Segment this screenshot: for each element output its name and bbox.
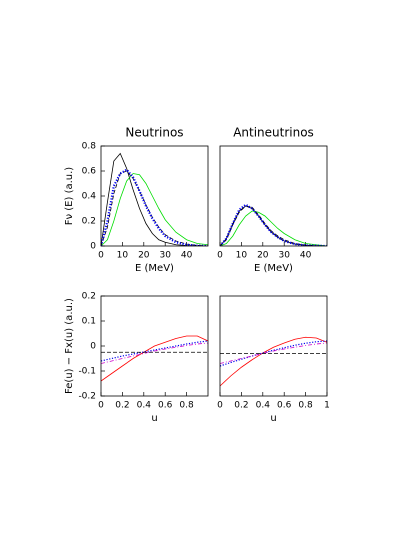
y-tick-label: -0.2	[78, 392, 96, 402]
x-tick-label: 0	[217, 401, 223, 411]
x-tick-label: 0.2	[234, 401, 248, 411]
x-tick-label: 0	[217, 251, 223, 261]
x-tick-label: 20	[257, 251, 269, 261]
x-tick-label: 0.6	[158, 401, 173, 411]
y-tick-label: 0.2	[82, 292, 96, 302]
y-tick-label: 0.2	[82, 217, 96, 227]
axes-frame	[219, 145, 328, 247]
data-line	[220, 210, 327, 246]
x-tick-label: 0.6	[277, 401, 292, 411]
x-tick-label: 40	[300, 251, 312, 261]
data-line	[101, 335, 208, 382]
x-tick-label: 1	[324, 401, 330, 411]
x-tick-label: 20	[138, 251, 150, 261]
x-axis-label: E (MeV)	[135, 263, 174, 274]
x-tick-label: 0	[98, 251, 104, 261]
y-axis-label: Fe(u) − Fx(u) (a.u.)	[64, 298, 75, 394]
panel-title: Antineutrinos	[233, 126, 314, 140]
data-line	[220, 342, 327, 364]
data-line	[220, 203, 327, 246]
axes-frame	[100, 295, 209, 397]
x-axis-label: u	[151, 413, 157, 424]
y-tick-label: -0.1	[78, 367, 96, 377]
axes-frame	[100, 145, 209, 247]
x-tick-label: 0.2	[115, 401, 129, 411]
x-tick-label: 30	[159, 251, 171, 261]
x-tick-label: 0.8	[179, 401, 194, 411]
data-line	[220, 336, 327, 387]
x-tick-label: 0	[98, 401, 104, 411]
y-tick-label: 0.1	[82, 317, 96, 327]
x-tick-label: 10	[117, 251, 129, 261]
y-tick-label: 0.8	[82, 142, 97, 152]
data-line	[220, 205, 327, 246]
y-tick-label: 0.4	[82, 192, 97, 202]
data-line	[101, 173, 208, 246]
x-tick-label: 0.4	[137, 401, 152, 411]
axes-frame	[219, 295, 328, 397]
y-tick-label: 0.6	[82, 167, 97, 177]
x-tick-label: 0.8	[298, 401, 313, 411]
x-tick-label: 30	[278, 251, 290, 261]
x-tick-label: 10	[236, 251, 248, 261]
x-tick-label: 0.4	[256, 401, 271, 411]
y-tick-label: 0	[90, 242, 96, 252]
panel-title: Neutrinos	[125, 126, 183, 140]
y-axis-label: Fν (E) (a.u.)	[64, 167, 75, 226]
y-tick-label: 0	[90, 342, 96, 352]
data-line	[220, 205, 327, 246]
data-line	[101, 342, 208, 364]
data-line	[101, 152, 208, 246]
x-tick-label: 40	[181, 251, 193, 261]
x-axis-label: E (MeV)	[254, 263, 293, 274]
data-line	[101, 168, 208, 246]
x-axis-label: u	[270, 413, 276, 424]
